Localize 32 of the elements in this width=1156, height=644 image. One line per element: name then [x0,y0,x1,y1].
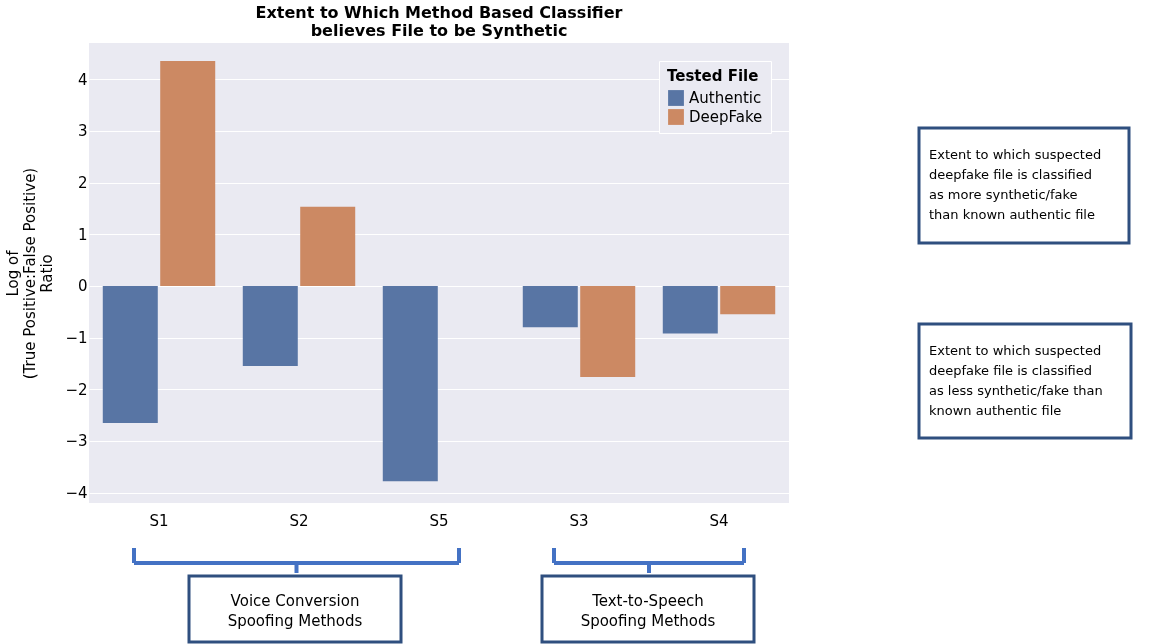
bar [242,285,298,367]
bar [720,285,776,315]
bar [662,285,718,334]
y-tick-label: −1 [65,329,88,348]
bar [300,206,356,286]
x-tick-label: S5 [429,511,449,530]
x-tick-label: S3 [569,511,589,530]
chart-title: Extent to Which Method Based Classifier believes File to be Synthetic [255,3,623,40]
y-tick-label: 0 [77,277,88,296]
legend-label: DeepFake [689,108,763,126]
legend-label: Authentic [689,89,762,107]
y-tick-label: −2 [65,380,88,399]
y-tick-label: −4 [65,484,88,503]
bar [382,285,438,482]
y-tick-label: 1 [77,225,88,244]
bar [522,285,578,328]
y-axis-title: Log of (True Positive:False Positive) Ratio [4,167,57,380]
bar [160,61,216,286]
y-tick-label: −3 [65,432,88,451]
text: Voice Conversion Spoofing Methods [227,592,363,630]
text: Extent to which suspected deepfake file is classified as less synthetic/fake than known authentic file [929,343,1103,418]
y-tick-label: 2 [77,174,88,193]
y-tick-label: 4 [77,70,88,89]
bar [580,285,636,377]
text: Extent to which suspected deepfake file is classified as more synthetic/fake than known authentic file [929,147,1102,222]
text: Text-to-Speech Spoofing Methods [580,592,716,630]
x-tick-label: S4 [709,511,729,530]
y-tick-label: 3 [77,122,88,141]
x-tick-label: S2 [289,511,309,530]
legend-title: Tested File [667,67,759,85]
bar [102,285,158,423]
x-tick-label: S1 [149,511,169,530]
